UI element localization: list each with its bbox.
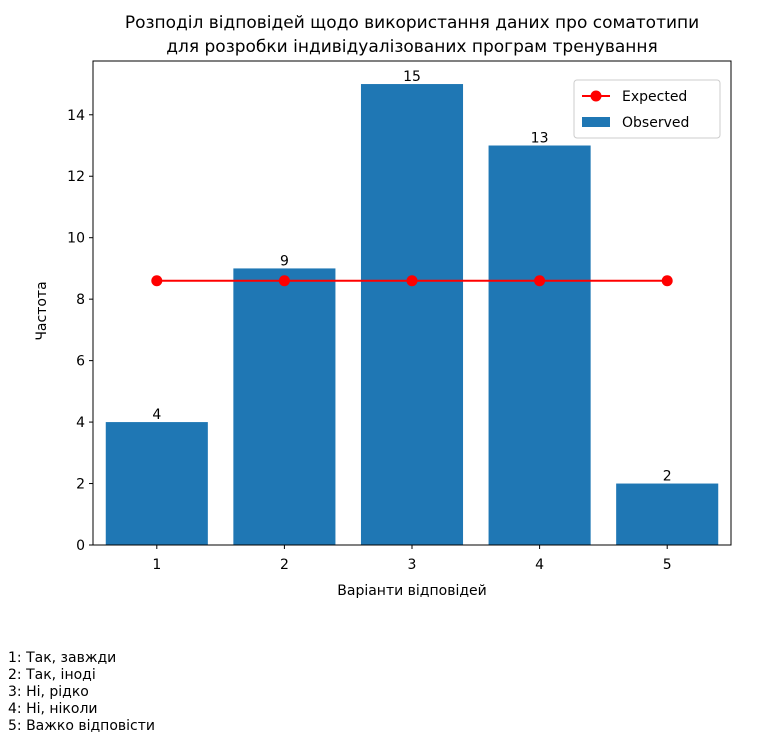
answer-option-5: 5: Важко відповісти: [8, 718, 155, 734]
legend-observed-label: Observed: [622, 115, 689, 131]
bar-1: [105, 422, 208, 545]
y-tick-label-14: 14: [67, 108, 85, 124]
expected-point-2: [278, 275, 290, 287]
answer-option-4: 4: Ні, ніколи: [8, 701, 98, 717]
expected-point-3: [406, 275, 418, 287]
data-label-3: 15: [403, 69, 421, 85]
data-label-5: 2: [663, 469, 672, 485]
y-axis-label: Частота: [34, 281, 50, 340]
expected-point-4: [534, 275, 546, 287]
expected-point-5: [661, 275, 673, 287]
expected-point-1: [151, 275, 163, 287]
answer-options-legend: 1: Так, завжди 2: Так, іноді 3: Ні, рідк…: [8, 650, 155, 735]
y-tick-label-10: 10: [67, 231, 85, 247]
bar-5: [616, 483, 719, 545]
y-tick-label-2: 2: [76, 477, 85, 493]
legend-frame: [573, 79, 721, 139]
legend-expected-marker-swatch: [590, 90, 602, 102]
answer-option-1: 1: Так, завжди: [8, 650, 117, 666]
data-label-4: 13: [531, 131, 549, 147]
answer-option-3: 3: Ні, рідко: [8, 684, 89, 700]
chart: Розподіл відповідей щодо використання да…: [34, 13, 732, 599]
bars-layer: 4 9 15 13 2: [105, 69, 719, 546]
legend: Expected Observed: [573, 79, 721, 139]
data-label-1: 4: [152, 407, 161, 423]
y-tick-label-0: 0: [76, 538, 85, 554]
chart-title-line-2: для розробки індивідуалізованих програм …: [166, 37, 657, 57]
x-axis-label: Варіанти відповідей: [337, 583, 486, 599]
bar-3: [360, 84, 464, 546]
y-tick-label-12: 12: [67, 169, 85, 185]
chart-title-line-1: Розподіл відповідей щодо використання да…: [125, 13, 699, 33]
bar-4: [488, 145, 591, 545]
data-label-2: 9: [280, 253, 289, 269]
expected-line-layer: [151, 275, 673, 287]
y-tick-label-6: 6: [76, 354, 85, 370]
answer-option-2: 2: Так, іноді: [8, 667, 96, 683]
y-tick-label-8: 8: [76, 292, 85, 308]
x-tick-label-2: 2: [280, 557, 289, 573]
x-tick-label-1: 1: [152, 557, 161, 573]
legend-observed-swatch: [582, 117, 610, 127]
x-tick-label-3: 3: [408, 557, 417, 573]
x-tick-label-5: 5: [663, 557, 672, 573]
y-tick-label-4: 4: [76, 415, 85, 431]
legend-expected-label: Expected: [622, 89, 687, 105]
x-tick-label-4: 4: [535, 557, 544, 573]
bar-2: [233, 268, 336, 545]
